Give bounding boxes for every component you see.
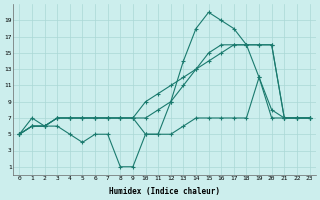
X-axis label: Humidex (Indice chaleur): Humidex (Indice chaleur) (109, 187, 220, 196)
